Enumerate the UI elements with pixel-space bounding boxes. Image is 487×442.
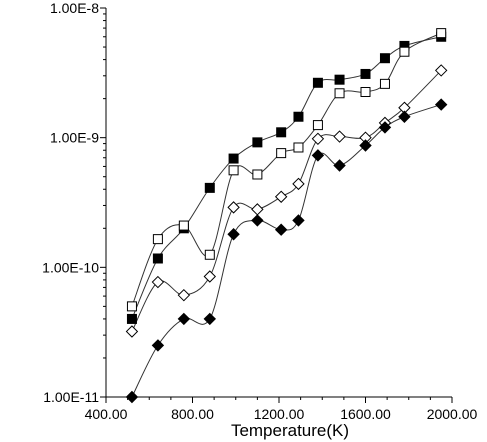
data-point-filled-diamond — [311, 149, 325, 162]
data-point-open-diamond — [203, 270, 217, 283]
data-point-open-diamond — [274, 190, 288, 203]
data-point-open-diamond — [311, 132, 325, 146]
data-point-open-diamond — [177, 288, 191, 302]
data-point-open-square — [126, 301, 137, 312]
chart-axes — [105, 8, 452, 398]
data-point-filled-square — [228, 153, 239, 164]
data-point-filled-diamond — [359, 139, 372, 152]
y-tick-label: 1.00E-9 — [50, 130, 99, 146]
y-tick-label: 1.00E-8 — [50, 0, 99, 16]
x-tick-label: 1200.00 — [254, 406, 305, 422]
data-point-open-square — [152, 234, 163, 245]
y-tick-label: 1.00E-10 — [42, 259, 99, 275]
data-point-open-diamond — [125, 325, 139, 338]
data-point-open-square — [399, 46, 410, 57]
data-point-filled-diamond — [378, 121, 392, 134]
data-point-open-square — [252, 169, 263, 180]
data-point-filled-square — [379, 53, 390, 64]
data-point-open-diamond — [227, 201, 240, 214]
data-point-open-square — [334, 88, 345, 99]
series-lines — [131, 32, 442, 398]
x-axis-title: Temperature(K) — [231, 421, 349, 440]
data-point-filled-square — [276, 127, 287, 138]
data-point-filled-diamond — [434, 98, 448, 111]
data-point-open-square — [360, 87, 371, 98]
data-point-open-square — [379, 78, 390, 89]
data-point-filled-square — [293, 111, 304, 122]
series-line-3 — [131, 70, 442, 332]
data-point-open-diamond — [151, 275, 165, 289]
x-tick-label: 400.00 — [85, 406, 128, 422]
data-point-filled-square — [126, 313, 137, 324]
data-point-filled-square — [252, 137, 263, 148]
data-point-filled-square — [152, 253, 163, 264]
series-line-4 — [131, 104, 442, 398]
data-point-filled-diamond — [151, 339, 165, 352]
x-tick-label: 800.00 — [171, 406, 214, 422]
data-point-open-square — [312, 120, 323, 131]
data-point-open-diamond — [292, 177, 305, 191]
y-tick-label: 1.00E-11 — [43, 389, 99, 405]
data-point-filled-diamond — [227, 228, 240, 241]
data-point-open-square — [204, 249, 215, 260]
data-point-filled-diamond — [333, 159, 346, 172]
data-point-filled-diamond — [125, 390, 139, 404]
data-point-filled-diamond — [398, 110, 411, 123]
data-point-open-square — [228, 165, 239, 176]
data-point-open-square — [293, 142, 304, 153]
data-point-open-square — [436, 28, 447, 39]
data-point-filled-diamond — [203, 312, 217, 326]
data-point-filled-square — [204, 182, 215, 193]
y-axis-ticks: 1.00E-11 1.00E-10 1.00E-9 1.00E-8 — [42, 0, 106, 405]
data-point-open-diamond — [434, 64, 448, 77]
data-point-filled-diamond — [251, 214, 264, 227]
data-point-open-square — [276, 148, 287, 159]
data-point-filled-square — [312, 77, 323, 88]
data-point-filled-diamond — [274, 223, 288, 236]
data-point-filled-diamond — [177, 312, 191, 326]
data-point-open-diamond — [251, 203, 264, 216]
series-markers — [125, 28, 448, 404]
data-point-open-square — [178, 220, 189, 231]
data-point-filled-square — [334, 74, 345, 85]
data-point-filled-diamond — [292, 214, 305, 227]
data-point-filled-square — [360, 68, 371, 79]
series-line-1 — [131, 36, 442, 320]
x-axis-ticks: 400.00 800.00 1200.00 1600.00 2000.00 — [85, 397, 478, 422]
series-line-2 — [131, 32, 442, 307]
x-tick-label: 2000.00 — [427, 406, 478, 422]
x-tick-label: 1600.00 — [340, 406, 391, 422]
data-point-open-diamond — [333, 130, 346, 143]
